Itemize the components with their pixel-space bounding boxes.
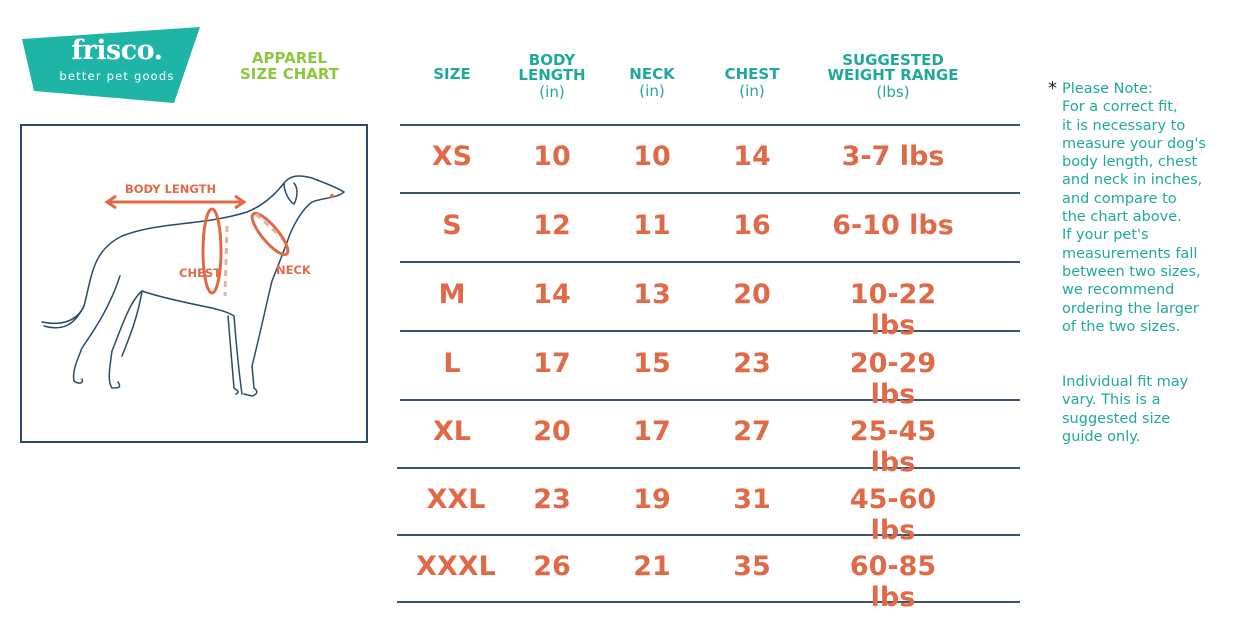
row-divider [397, 601, 1020, 603]
body-length-cell: 20 [533, 416, 571, 447]
size-cell: XS [431, 141, 473, 172]
chest-cell: 31 [733, 483, 771, 515]
size-cell: S [442, 209, 462, 241]
row-divider [397, 467, 1020, 469]
weight-cell: 25-45 lbs [849, 416, 937, 478]
header-label: SIZE [433, 65, 471, 83]
body-length-cell: 10 [533, 141, 571, 172]
note-text: Please Note: For a correct fit, it is ne… [1062, 81, 1206, 335]
size-cell: M [438, 278, 466, 310]
column-header: SIZE [372, 67, 532, 82]
row-divider [397, 534, 1020, 536]
chest-cell: 35 [733, 550, 771, 582]
size-cell: XL [432, 416, 472, 447]
header-unit: (in) [539, 83, 565, 101]
neck-cell: 11 [633, 209, 671, 241]
asterisk: * [1048, 78, 1057, 99]
logo-tagline: better pet goods [59, 69, 175, 83]
column-header: SUGGESTED WEIGHT RANGE (lbs) [813, 51, 973, 102]
chest-cell: 16 [733, 209, 771, 241]
chart-title: APPAREL SIZE CHART [222, 50, 357, 82]
weight-cell: 45-60 lbs [849, 483, 937, 546]
neck-cell: 21 [633, 550, 671, 582]
body-length-label: BODY LENGTH [125, 182, 217, 196]
header-unit: (lbs) [876, 83, 910, 101]
header-label: NECK [629, 65, 675, 83]
chest-cell: 20 [733, 278, 771, 310]
please-note: * Please Note: For a correct fit, it is … [1048, 78, 1238, 336]
column-header: BODY LENGTH (in) [472, 51, 632, 102]
header-label: SUGGESTED WEIGHT RANGE [827, 51, 959, 84]
weight-cell: 60-85 lbs [849, 550, 937, 613]
weight-cell: 20-29 lbs [849, 347, 937, 410]
size-cell: XXL [426, 483, 486, 515]
logo-badge-shape [22, 27, 200, 103]
weight-cell: 6-10 lbs [832, 209, 954, 241]
dog-outline-icon [41, 175, 346, 397]
weight-cell: 3-7 lbs [841, 141, 945, 172]
neck-label: NECK [276, 263, 311, 277]
weight-cell: 10-22 lbs [849, 278, 937, 341]
chest-cell: 27 [733, 416, 771, 447]
column-header: CHEST (in) [672, 65, 832, 101]
body-length-cell: 23 [533, 483, 571, 515]
neck-cell: 15 [633, 347, 671, 379]
header-unit: (in) [739, 82, 765, 100]
title-line-2: SIZE CHART [239, 65, 339, 83]
logo-wordmark: frisco. [71, 35, 163, 66]
header-label: BODY LENGTH [518, 51, 586, 84]
row-divider [400, 399, 1020, 401]
body-length-cell: 14 [533, 278, 571, 310]
row-divider [400, 330, 1020, 332]
body-length-cell: 12 [533, 209, 571, 241]
neck-cell: 10 [633, 141, 671, 172]
size-cell: XXXL [416, 550, 496, 582]
frisco-logo: frisco. better pet goods [22, 27, 202, 103]
row-divider [400, 124, 1020, 126]
chest-cell: 23 [733, 347, 771, 379]
fit-disclaimer: Individual fit may vary. This is a sugge… [1062, 374, 1189, 445]
neck-cell: 13 [633, 278, 671, 310]
chest-label: CHEST [179, 266, 222, 280]
row-divider [400, 261, 1020, 263]
dog-measurement-illustration: BODY LENGTH CHEST NECK [20, 124, 368, 443]
size-cell: L [443, 347, 461, 379]
body-length-cell: 26 [533, 550, 571, 582]
row-divider [400, 192, 1020, 194]
header-label: CHEST [724, 65, 780, 83]
header-unit: (in) [639, 82, 665, 100]
neck-cell: 19 [633, 483, 671, 515]
body-length-cell: 17 [533, 347, 571, 379]
chest-cell: 14 [733, 141, 771, 172]
neck-cell: 17 [633, 416, 671, 447]
title-line-1: APPAREL [251, 49, 328, 67]
column-header: NECK (in) [572, 65, 732, 101]
